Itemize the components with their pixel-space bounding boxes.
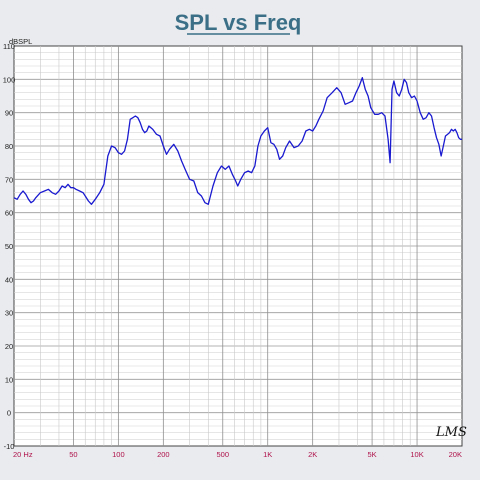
y-tick-label: 70 xyxy=(5,175,13,184)
y-axis-unit-label: dBSPL xyxy=(9,37,32,46)
y-tick-label: 30 xyxy=(5,309,13,318)
y-tick-label: 20 xyxy=(5,342,13,351)
y-tick-label: 10 xyxy=(5,375,13,384)
grid xyxy=(14,46,462,446)
y-tick-label: -10 xyxy=(4,442,15,451)
series-layer xyxy=(13,77,462,205)
chart-title: SPL vs Freq xyxy=(175,10,302,35)
y-tick-label: 110 xyxy=(3,42,15,51)
lms-logo: LMS xyxy=(435,425,467,440)
y-tick-label: 50 xyxy=(5,242,13,251)
y-tick-label: 90 xyxy=(5,109,13,118)
x-tick-label: 100 xyxy=(112,450,125,459)
x-tick-label: 1K xyxy=(263,450,272,459)
x-tick-label: 20K xyxy=(449,450,462,459)
x-tick-label: 10K xyxy=(410,450,423,459)
y-tick-label: 0 xyxy=(7,409,11,418)
y-tick-label: 40 xyxy=(5,275,13,284)
x-tick-label: 5K xyxy=(367,450,376,459)
y-tick-label: 100 xyxy=(3,75,16,84)
y-tick-label: 60 xyxy=(5,209,13,218)
x-tick-label: 200 xyxy=(157,450,170,459)
spl-series-line xyxy=(13,77,462,205)
x-tick-label: 20 Hz xyxy=(13,450,33,459)
y-axis-ticks: -10 0 10 20 30 40 50 60 70 80 90 100 110 xyxy=(3,42,16,451)
x-tick-label: 2K xyxy=(308,450,317,459)
x-tick-label: 50 xyxy=(69,450,77,459)
x-axis-ticks: 20 Hz 50 100 200 500 1K 2K 5K 10K 20K xyxy=(13,450,462,459)
x-tick-label: 500 xyxy=(217,450,230,459)
y-tick-label: 80 xyxy=(5,142,13,151)
